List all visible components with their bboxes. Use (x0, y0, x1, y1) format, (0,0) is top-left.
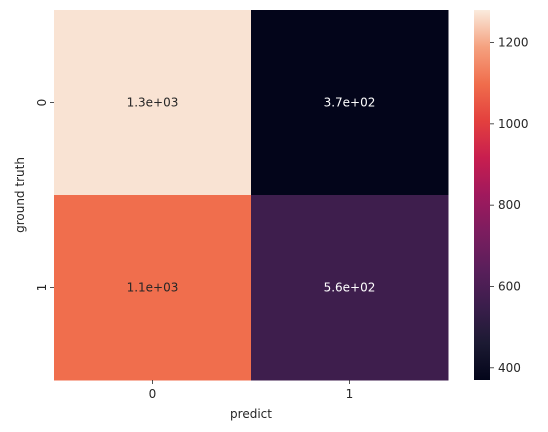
colorbar (474, 10, 490, 380)
cell-annotation: 1.1e+03 (127, 281, 179, 295)
colorbar-tick-label: 1200 (498, 36, 529, 50)
heatmap-cell (251, 195, 449, 381)
y-axis-label: ground truth (13, 157, 27, 233)
cell-annotation: 3.7e+02 (324, 96, 376, 110)
x-tick-label: 0 (149, 387, 157, 401)
x-tick-label: 1 (346, 387, 354, 401)
colorbar-tick-label: 800 (498, 198, 521, 212)
y-tick-label: 0 (35, 99, 49, 107)
cell-annotation: 5.6e+02 (324, 281, 376, 295)
x-axis-label: predict (230, 407, 272, 421)
cell-annotations: 1.3e+03 3.7e+02 1.1e+03 5.6e+02 (127, 96, 376, 295)
heatmap-cell (54, 195, 252, 381)
y-axis-ticks: 01 (35, 99, 54, 292)
cell-annotation: 1.3e+03 (127, 96, 179, 110)
colorbar-tick-label: 400 (498, 361, 521, 375)
heatmap-cell (54, 10, 252, 196)
colorbar-ticks: 400 600 800 1000 1200 (490, 36, 529, 375)
colorbar-tick-label: 600 (498, 279, 521, 293)
y-tick-label: 1 (35, 284, 49, 292)
colorbar-tick-label: 1000 (498, 117, 529, 131)
heatmap-cells (54, 10, 449, 381)
heatmap-cell (251, 10, 449, 196)
